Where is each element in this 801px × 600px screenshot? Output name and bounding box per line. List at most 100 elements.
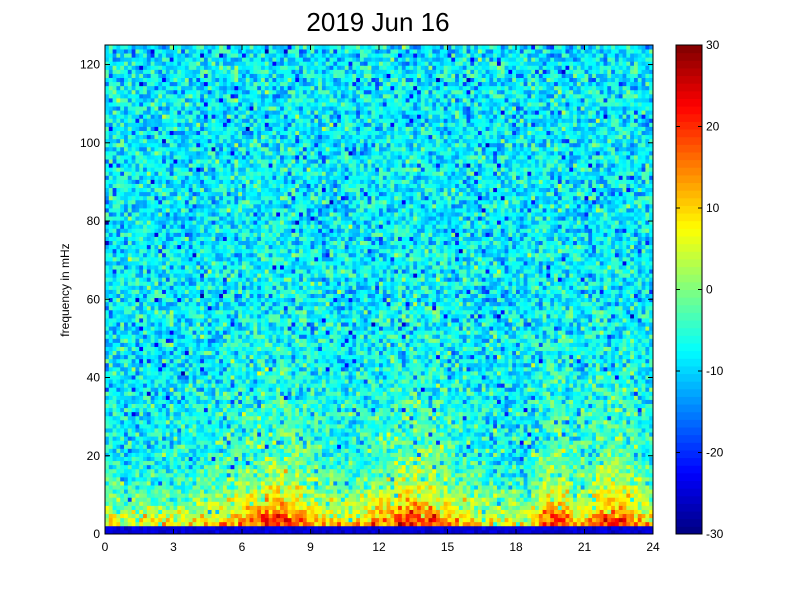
heatmap-cell [242,269,247,274]
heatmap-cell [188,252,193,258]
heatmap-cell [238,529,243,535]
heatmap-cell [203,203,209,209]
heatmap-cell [146,285,152,290]
heatmap-cell [196,313,201,319]
heatmap-cell [196,244,201,250]
heatmap-cell [124,366,129,372]
heatmap-cell [219,57,224,62]
heatmap-cell [154,195,159,201]
heatmap-cell [131,444,136,449]
heatmap-cell [150,260,155,266]
heatmap-cell [207,358,212,364]
heatmap-cell [196,285,201,290]
heatmap-cell [196,159,201,164]
heatmap-cell [120,334,125,339]
heatmap-cell [188,383,193,388]
heatmap-cell [257,489,262,494]
heatmap-cell [173,89,178,95]
heatmap-cell [177,183,182,189]
heatmap-cell [116,57,121,62]
heatmap-cell [196,163,201,168]
heatmap-cell [184,358,190,364]
heatmap-cell [226,167,231,172]
heatmap-cell [124,159,129,164]
heatmap-cell [181,403,186,409]
heatmap-cell [249,501,254,506]
heatmap-cell [150,460,155,466]
heatmap-cell [211,248,216,254]
heatmap-cell [154,309,159,315]
heatmap-cell [108,472,114,478]
heatmap-cell [116,371,121,376]
heatmap-cell [150,61,155,66]
heatmap-cell [124,150,129,156]
heatmap-cell [184,85,190,91]
heatmap-cell [219,305,224,311]
heatmap-cell [131,371,136,376]
heatmap-cell [181,187,186,193]
heatmap-cell [219,289,224,294]
heatmap-cell [162,444,167,449]
heatmap-cell [238,236,243,241]
heatmap-cell [257,309,262,315]
heatmap-cell [226,220,231,225]
heatmap-cell [226,403,231,409]
heatmap-cell [184,183,190,189]
heatmap-cell [184,444,190,449]
heatmap-cell [135,472,140,478]
heatmap-cell [143,208,148,213]
heatmap-cell [169,305,174,311]
heatmap-cell [112,269,117,274]
heatmap-cell [203,448,209,453]
heatmap-cell [196,387,201,392]
heatmap-cell [150,199,155,205]
heatmap-cell [112,358,117,364]
heatmap-cell [131,326,136,331]
heatmap-cell [139,444,144,449]
heatmap-cell [169,448,174,453]
heatmap-cell [108,273,114,278]
heatmap-cell [105,391,110,396]
heatmap-cell [219,423,224,429]
heatmap-cell [120,216,125,221]
heatmap-cell [169,45,174,50]
heatmap-cell [184,224,190,229]
heatmap-cell [188,273,193,278]
heatmap-cell [203,354,209,360]
heatmap-cell [116,448,121,453]
heatmap-cell [219,126,224,131]
heatmap-cell [196,179,201,184]
heatmap-cell [245,301,251,307]
heatmap-cell [162,411,167,417]
heatmap-cell [200,513,205,519]
heatmap-cell [120,485,125,490]
heatmap-cell [226,399,231,404]
heatmap-cell [203,399,209,404]
heatmap-cell [105,309,110,315]
heatmap-cell [242,81,247,87]
heatmap-cell [124,73,129,78]
heatmap-cell [177,248,182,254]
heatmap-cell [105,362,110,368]
heatmap-cell [116,366,121,372]
heatmap-cell [120,232,125,237]
heatmap-cell [112,476,117,482]
heatmap-cell [165,428,171,433]
heatmap-cell [127,436,133,441]
heatmap-cell [230,395,235,400]
heatmap-cell [188,97,193,103]
heatmap-cell [242,399,247,404]
heatmap-cell [173,419,178,425]
heatmap-cell [200,183,205,189]
heatmap-cell [238,61,243,66]
heatmap-cell [203,375,209,380]
heatmap-cell [184,195,190,201]
heatmap-cell [108,216,114,221]
heatmap-cell [181,362,186,368]
heatmap-cell [108,138,114,144]
heatmap-cell [242,297,247,303]
heatmap-cell [139,301,144,307]
heatmap-cell [257,183,262,189]
heatmap-cell [200,65,205,70]
heatmap-cell [219,485,224,490]
